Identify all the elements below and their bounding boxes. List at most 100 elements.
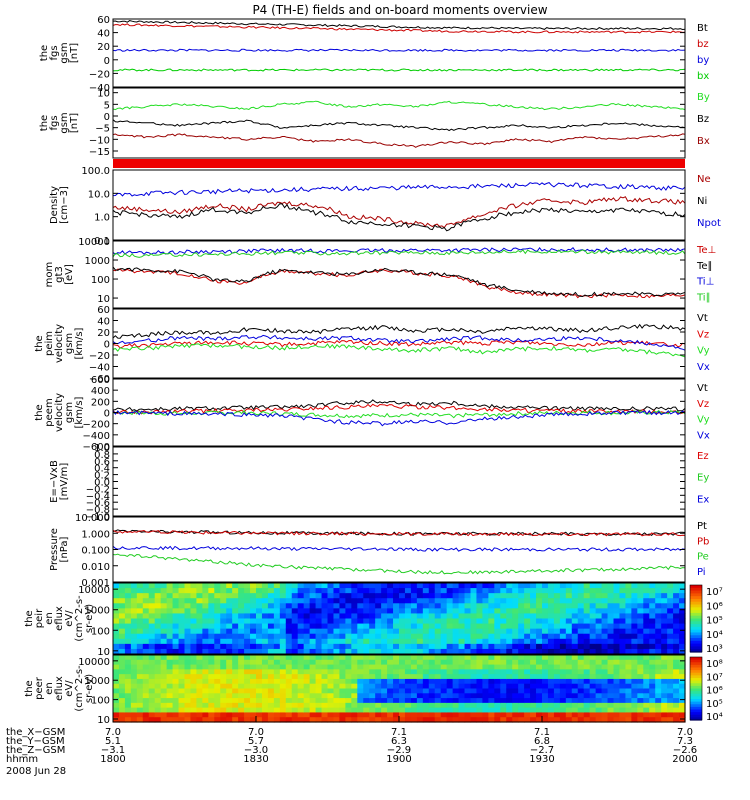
heatmap-cell: [238, 674, 245, 680]
heatmap-cell: [172, 588, 180, 594]
heatmap-cell: [589, 628, 597, 635]
heatmap-cell: [404, 693, 412, 699]
heatmap-cell: [577, 683, 585, 690]
heatmap-cell: [536, 698, 543, 704]
heatmap-cell: [536, 688, 543, 694]
heatmap-cell: [458, 698, 466, 704]
heatmap-cell: [601, 698, 609, 704]
heatmap-cell: [482, 603, 489, 609]
heatmap-cell: [607, 633, 615, 640]
heatmap-cell: [238, 693, 245, 699]
heatmap-cell: [148, 664, 156, 670]
heatmap-cell: [267, 712, 275, 718]
heatmap-cell: [321, 613, 329, 620]
heatmap-cell: [404, 717, 412, 723]
heatmap-cell: [583, 613, 591, 620]
heatmap-cell: [619, 593, 627, 599]
heatmap-cell: [452, 659, 460, 666]
x-tick-label: −2.7: [530, 745, 554, 756]
heatmap-cell: [113, 598, 120, 604]
heatmap-cell: [250, 618, 257, 625]
heatmap-cell: [661, 643, 668, 650]
heatmap-cell: [613, 593, 621, 599]
heatmap-cell: [184, 674, 192, 680]
heatmap-cell: [333, 712, 341, 718]
heatmap-cell: [196, 593, 203, 599]
heatmap-cell: [160, 598, 168, 604]
heatmap-cell: [309, 613, 317, 620]
heatmap-cell: [607, 628, 615, 635]
heatmap-cell: [428, 674, 436, 680]
heatmap-cell: [613, 618, 621, 625]
heatmap-cell: [625, 603, 632, 609]
heatmap-cell: [190, 613, 198, 620]
heatmap-cell: [315, 702, 323, 709]
heatmap-cell: [261, 655, 269, 661]
heatmap-cell: [601, 593, 609, 599]
heatmap-cell: [381, 613, 388, 620]
heatmap-cell: [410, 583, 418, 589]
heatmap-cell: [512, 618, 519, 625]
heatmap-cell: [601, 633, 609, 640]
heatmap-cell: [160, 674, 168, 680]
heatmap-cell: [166, 702, 174, 709]
heatmap-cell: [273, 633, 281, 640]
heatmap-cell: [404, 698, 412, 704]
heatmap-cell: [351, 648, 358, 655]
heatmap-cell: [297, 618, 305, 625]
heatmap-cell: [488, 638, 495, 645]
heatmap-cell: [351, 613, 358, 620]
heatmap-cell: [506, 608, 513, 615]
heatmap-cell: [589, 598, 597, 604]
heatmap-cell: [619, 583, 627, 589]
heatmap-cell: [506, 655, 513, 661]
heatmap-cell: [470, 608, 478, 615]
heatmap-cell: [381, 688, 388, 694]
heatmap-cell: [446, 593, 454, 599]
heatmap-cell: [369, 613, 376, 620]
heatmap-cell: [327, 583, 335, 589]
heatmap-cell: [524, 643, 531, 650]
heatmap-cell: [285, 702, 293, 709]
heatmap-cell: [470, 707, 478, 714]
heatmap-cell: [500, 678, 507, 685]
heatmap-cell: [393, 693, 400, 699]
heatmap-cell: [494, 633, 501, 640]
heatmap-cell: [476, 628, 484, 635]
heatmap-cell: [178, 618, 186, 625]
heatmap-cell: [309, 588, 317, 594]
heatmap-cell: [339, 717, 346, 723]
heatmap-cell: [488, 702, 495, 709]
heatmap-cell: [625, 623, 632, 630]
heatmap-cell: [369, 659, 376, 666]
heatmap-cell: [601, 664, 609, 670]
heatmap-cell: [547, 628, 555, 635]
heatmap-cell: [655, 608, 662, 615]
heatmap-cell: [172, 613, 180, 620]
heatmap-cell: [559, 655, 567, 661]
heatmap-cell: [321, 648, 329, 655]
heatmap-cell: [273, 623, 281, 630]
heatmap-cell: [649, 598, 656, 604]
heatmap-cell: [279, 655, 287, 661]
heatmap-cell: [238, 603, 245, 609]
heatmap-cell: [559, 608, 567, 615]
heatmap-cell: [136, 698, 144, 704]
heatmap-cell: [547, 678, 555, 685]
colorbar-swatch: [690, 596, 702, 600]
heatmap-cell: [542, 593, 549, 599]
heatmap-cell: [267, 583, 275, 589]
heatmap-cell: [273, 648, 281, 655]
heatmap-cell: [387, 598, 394, 604]
colorbar-swatch: [690, 632, 702, 636]
heatmap-cell: [136, 655, 144, 661]
heatmap-cell: [124, 648, 132, 655]
heatmap-cell: [339, 603, 346, 609]
heatmap-cell: [160, 698, 168, 704]
heatmap-cell: [470, 698, 478, 704]
heatmap-cell: [518, 717, 525, 723]
heatmap-cell: [512, 674, 519, 680]
heatmap-cell: [297, 712, 305, 718]
heatmap-cell: [321, 717, 329, 723]
